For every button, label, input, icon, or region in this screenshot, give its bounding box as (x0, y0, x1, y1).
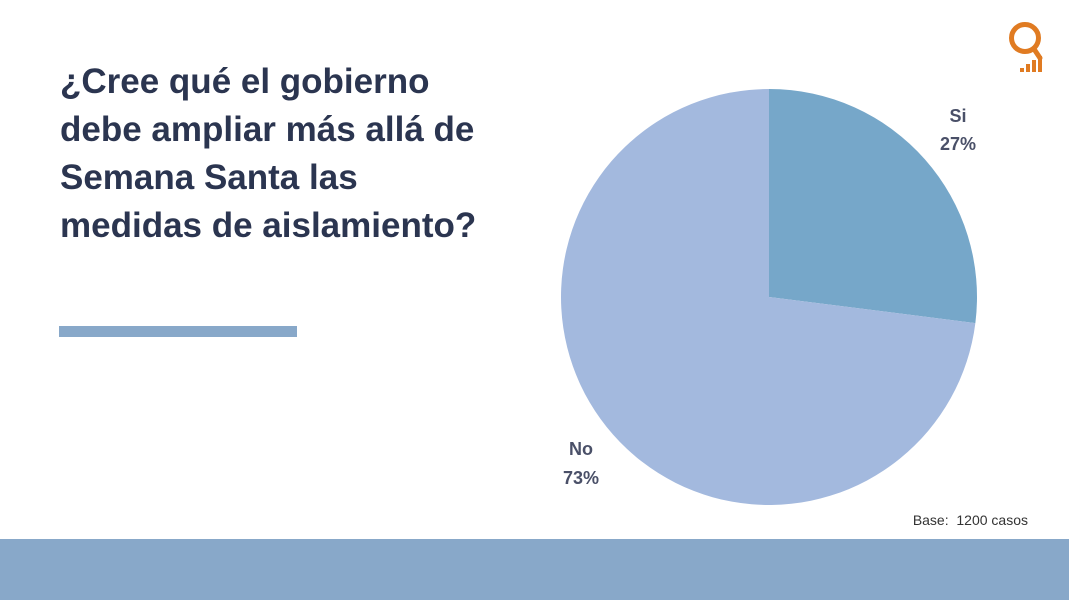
slice-value-si: 27% (940, 134, 976, 154)
slice-value-no: 73% (563, 468, 599, 488)
pie-slice-si (769, 89, 977, 324)
base-note: Base: 1200 casos (912, 512, 1028, 528)
slice-label-no: No (569, 439, 593, 459)
pie-chart: Si 27% No 73% (561, 89, 977, 505)
question-title: ¿Cree qué el gobierno debe ampliar más a… (60, 62, 477, 245)
q-chart-logo-icon (1009, 22, 1043, 72)
pie-slices (561, 89, 977, 505)
pie-slice-no (561, 89, 976, 505)
slice-label-si: Si (949, 106, 966, 126)
pie-labels: Si 27% No 73% (563, 106, 976, 488)
title-underline (59, 326, 297, 337)
footer-band (0, 539, 1069, 600)
